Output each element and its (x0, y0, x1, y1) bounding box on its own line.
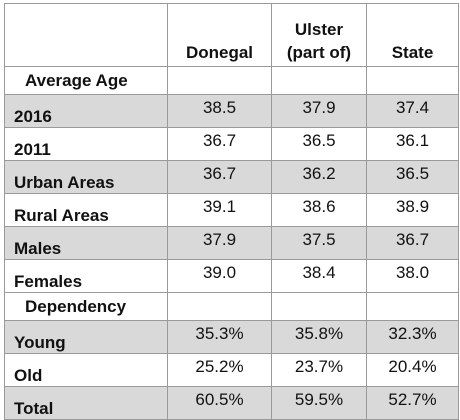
column-header-state: State (366, 3, 459, 67)
section-empty-cell (167, 66, 272, 95)
column-header-line: Ulster (294, 20, 344, 39)
value-cell: 32.3% (366, 320, 459, 354)
value-cell: 60.5% (167, 386, 272, 420)
column-header-line: (part of) (286, 43, 352, 62)
table-row: Rural Areas 39.1 38.6 38.9 (4, 193, 459, 227)
table-row: Males 37.9 37.5 36.7 (4, 226, 459, 260)
table-row: Urban Areas 36.7 36.2 36.5 (4, 160, 459, 194)
value-cell: 39.0 (167, 259, 272, 293)
row-label: Rural Areas (4, 193, 168, 227)
value-cell: 38.0 (366, 259, 459, 293)
value-cell: 37.9 (271, 94, 367, 128)
section-title: Average Age (4, 66, 168, 95)
value-cell: 23.7% (271, 353, 367, 387)
value-cell: 52.7% (366, 386, 459, 420)
value-cell: 38.5 (167, 94, 272, 128)
row-label: Urban Areas (4, 160, 168, 194)
column-header-ulster: Ulster (part of) (271, 3, 367, 67)
table-row: 2011 36.7 36.5 36.1 (4, 127, 459, 161)
value-cell: 36.7 (167, 160, 272, 194)
row-label: Females (4, 259, 168, 293)
value-cell: 36.2 (271, 160, 367, 194)
row-label: Males (4, 226, 168, 260)
section-row: Dependency (4, 292, 459, 321)
section-empty-cell (366, 66, 459, 95)
value-cell: 35.3% (167, 320, 272, 354)
table-row: 2016 38.5 37.9 37.4 (4, 94, 459, 128)
value-cell: 35.8% (271, 320, 367, 354)
value-cell: 36.7 (167, 127, 272, 161)
value-cell: 37.5 (271, 226, 367, 260)
value-cell: 37.4 (366, 94, 459, 128)
value-cell: 59.5% (271, 386, 367, 420)
table-row: Females 39.0 38.4 38.0 (4, 259, 459, 293)
table-row: Total 60.5% 59.5% 52.7% (4, 386, 459, 420)
table-row: Old 25.2% 23.7% 20.4% (4, 353, 459, 387)
row-label: Old (4, 353, 168, 387)
section-empty-cell (167, 292, 272, 321)
row-label: Total (4, 386, 168, 420)
section-empty-cell (271, 292, 367, 321)
column-header-line: State (391, 43, 434, 62)
column-header-donegal: Donegal (167, 3, 272, 67)
value-cell: 37.9 (167, 226, 272, 260)
value-cell: 20.4% (366, 353, 459, 387)
row-label: Young (4, 320, 168, 354)
age-dependency-table: Donegal Ulster (part of) State Average A… (4, 3, 459, 420)
value-cell: 38.6 (271, 193, 367, 227)
header-corner-cell (4, 3, 168, 67)
value-cell: 36.7 (366, 226, 459, 260)
column-header-line: Donegal (185, 43, 254, 62)
value-cell: 39.1 (167, 193, 272, 227)
table-row: Young 35.3% 35.8% 32.3% (4, 320, 459, 354)
value-cell: 36.5 (366, 160, 459, 194)
table-body: Donegal Ulster (part of) State Average A… (4, 3, 459, 420)
section-empty-cell (271, 66, 367, 95)
value-cell: 38.9 (366, 193, 459, 227)
value-cell: 36.5 (271, 127, 367, 161)
row-label: 2011 (4, 127, 168, 161)
value-cell: 36.1 (366, 127, 459, 161)
header-row: Donegal Ulster (part of) State (4, 3, 459, 67)
section-title: Dependency (4, 292, 168, 321)
section-row: Average Age (4, 66, 459, 95)
section-empty-cell (366, 292, 459, 321)
value-cell: 25.2% (167, 353, 272, 387)
row-label: 2016 (4, 94, 168, 128)
value-cell: 38.4 (271, 259, 367, 293)
